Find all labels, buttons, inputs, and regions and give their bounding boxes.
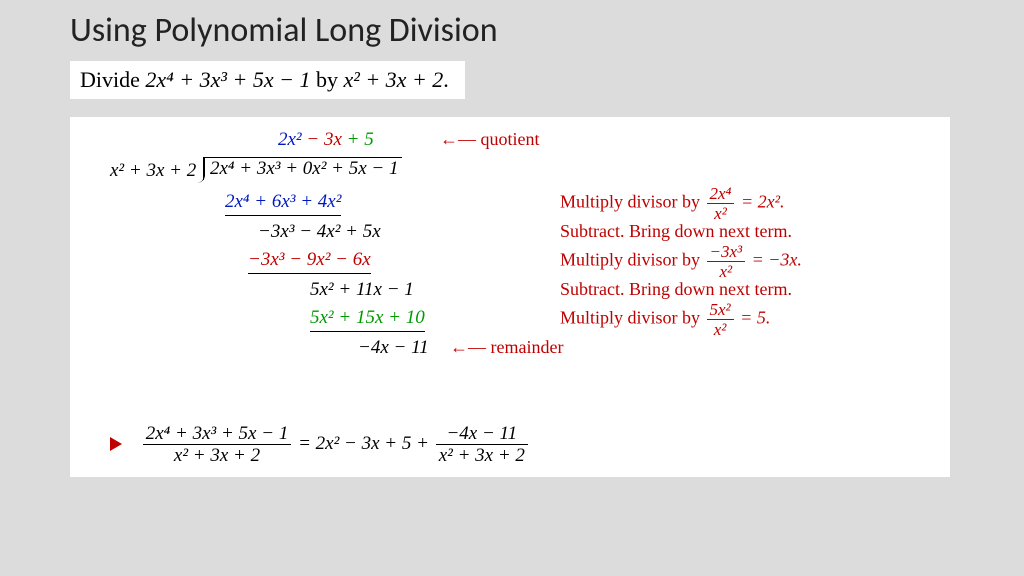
step-row-5: 5x² + 15x + 10 bbox=[310, 307, 425, 332]
quotient-term-1: 2x² bbox=[278, 129, 302, 150]
remainder-arrow: ←— remainder bbox=[450, 337, 563, 358]
quotient-op-2: + bbox=[342, 129, 364, 150]
problem-mid: by bbox=[310, 67, 343, 92]
quotient-label: quotient bbox=[481, 129, 540, 149]
annotation-5: Multiply divisor by 5x²x² = 5. bbox=[560, 301, 770, 338]
annotation-3: Multiply divisor by −3x³x² = −3x. bbox=[560, 243, 802, 280]
page-title: Using Polynomial Long Division bbox=[0, 0, 1024, 55]
final-eq: = 2x² − 3x + 5 + bbox=[298, 433, 434, 454]
mult-3: 5x² + 15x + 10 bbox=[310, 307, 425, 332]
problem-statement: Divide 2x⁴ + 3x³ + 5x − 1 by x² + 3x + 2… bbox=[70, 61, 465, 99]
annot5-post: = 5. bbox=[736, 308, 771, 328]
triangle-icon bbox=[110, 437, 122, 451]
remainder-label: remainder bbox=[491, 337, 564, 357]
annot5-den: x² bbox=[707, 320, 734, 338]
work-panel: 2x² − 3x + 5 ←— quotient x² + 3x + 2 2x⁴… bbox=[70, 117, 950, 477]
problem-suffix: . bbox=[443, 67, 449, 92]
quotient-arrow: ←— quotient bbox=[440, 129, 540, 150]
annot3-pre: Multiply divisor by bbox=[560, 250, 705, 270]
problem-divisor: x² + 3x + 2 bbox=[343, 67, 443, 92]
division-setup: x² + 3x + 2 2x⁴ + 3x³ + 0x² + 5x − 1 bbox=[110, 159, 402, 182]
quotient-term-2: 3x bbox=[324, 129, 342, 150]
annotation-4: Subtract. Bring down next term. bbox=[560, 279, 792, 300]
step-row-1: 2x⁴ + 6x³ + 4x² bbox=[225, 191, 341, 216]
final-rhs-num: −4x − 11 bbox=[436, 424, 528, 445]
problem-dividend: 2x⁴ + 3x³ + 5x − 1 bbox=[145, 67, 310, 92]
annot1-post: = 2x². bbox=[736, 192, 784, 212]
problem-prefix: Divide bbox=[80, 67, 145, 92]
quotient-line: 2x² − 3x + 5 bbox=[278, 129, 374, 151]
annot1-num: 2x⁴ bbox=[707, 185, 735, 204]
annotation-2: Subtract. Bring down next term. bbox=[560, 221, 792, 242]
annot1-pre: Multiply divisor by bbox=[560, 192, 705, 212]
annot1-den: x² bbox=[707, 204, 735, 222]
quotient-op-1: − bbox=[302, 129, 324, 150]
final-lhs-num: 2x⁴ + 3x³ + 5x − 1 bbox=[143, 424, 292, 445]
mult-1: 2x⁴ + 6x³ + 4x² bbox=[225, 191, 341, 216]
annot3-num: −3x³ bbox=[707, 243, 746, 262]
annotation-1: Multiply divisor by 2x⁴x² = 2x². bbox=[560, 185, 785, 222]
quotient-term-3: 5 bbox=[364, 129, 374, 150]
step-row-4: 5x² + 11x − 1 bbox=[310, 279, 414, 301]
step-row-6: −4x − 11 bbox=[358, 337, 429, 359]
final-rhs-den: x² + 3x + 2 bbox=[436, 445, 528, 465]
step-row-2: −3x³ − 4x² + 5x bbox=[258, 221, 381, 243]
slide: Using Polynomial Long Division Divide 2x… bbox=[0, 0, 1024, 576]
annot3-post: = −3x. bbox=[747, 250, 802, 270]
annot5-num: 5x² bbox=[707, 301, 734, 320]
mult-2: −3x³ − 9x² − 6x bbox=[248, 249, 371, 274]
annot5-pre: Multiply divisor by bbox=[560, 308, 705, 328]
dividend: 2x⁴ + 3x³ + 0x² + 5x − 1 bbox=[203, 157, 403, 180]
final-equation: 2x⁴ + 3x³ + 5x − 1 x² + 3x + 2 = 2x² − 3… bbox=[110, 424, 530, 465]
divisor: x² + 3x + 2 bbox=[110, 160, 196, 182]
annot3-den: x² bbox=[707, 262, 746, 280]
final-lhs-den: x² + 3x + 2 bbox=[143, 445, 292, 465]
step-row-3: −3x³ − 9x² − 6x bbox=[248, 249, 371, 274]
